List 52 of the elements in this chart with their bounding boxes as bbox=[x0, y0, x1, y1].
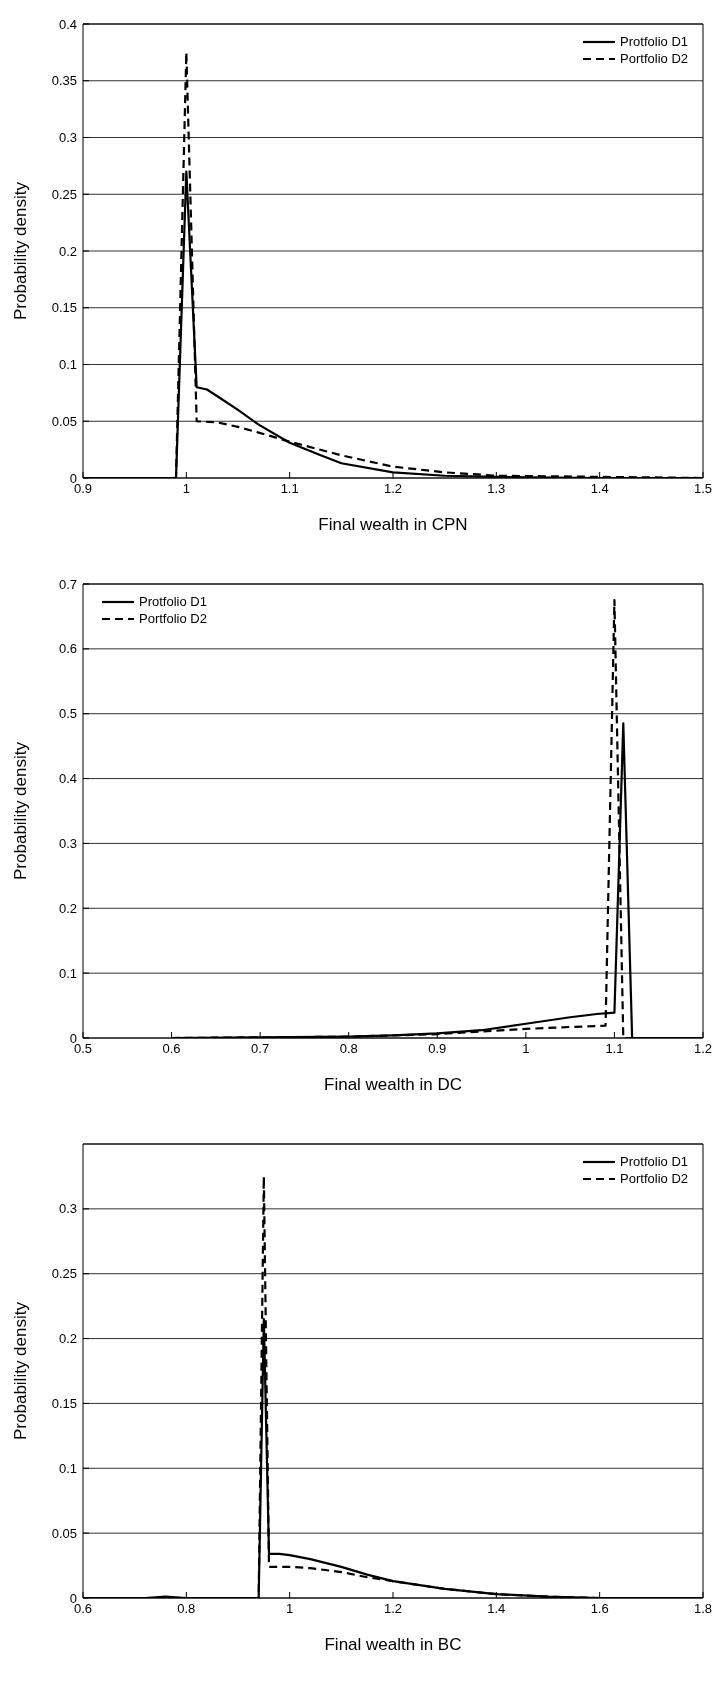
y-tick-label: 0.2 bbox=[58, 1331, 77, 1347]
y-tick-label: 0.05 bbox=[51, 1525, 77, 1541]
y-tick-label: 0.25 bbox=[51, 186, 77, 202]
x-tick-label: 1.8 bbox=[693, 1601, 713, 1617]
x-axis-title: Final wealth in CPN bbox=[318, 515, 468, 534]
x-tick-label: 0.7 bbox=[251, 1041, 270, 1057]
y-tick-label: 0.25 bbox=[51, 1266, 77, 1282]
x-tick-label: 1.1 bbox=[605, 1041, 624, 1057]
y-tick-label: 0.1 bbox=[58, 357, 77, 373]
y-tick-label: 0.2 bbox=[58, 900, 77, 916]
y-axis-title: Probability density bbox=[11, 1301, 31, 1440]
x-tick-label: 0.8 bbox=[339, 1041, 358, 1057]
x-tick-label: 1.2 bbox=[383, 481, 403, 497]
x-axis-title: Final wealth in DC bbox=[324, 1075, 462, 1094]
y-tick-label: 0.3 bbox=[58, 130, 77, 146]
x-tick-label: 1.1 bbox=[280, 481, 299, 497]
x-tick-label: 1 bbox=[286, 1601, 294, 1617]
y-tick-label: 0.2 bbox=[58, 243, 77, 259]
legend-label: Portfolio D2 bbox=[620, 50, 688, 67]
y-axis-title: Probability density bbox=[11, 181, 31, 320]
x-tick-label: 1.4 bbox=[487, 1601, 506, 1617]
legend-label: Protfolio D1 bbox=[139, 593, 207, 610]
y-tick-label: 0.1 bbox=[58, 1460, 77, 1476]
legend-label: Portfolio D2 bbox=[620, 1170, 688, 1187]
y-tick-label: 0.1 bbox=[58, 965, 77, 981]
y-tick-label: 0.3 bbox=[58, 1201, 77, 1217]
x-tick-label: 1.4 bbox=[590, 481, 609, 497]
x-tick-label: 0.9 bbox=[428, 1041, 447, 1057]
x-tick-label: 0.8 bbox=[177, 1601, 196, 1617]
y-tick-label: 0.4 bbox=[58, 771, 77, 787]
legend-label: Protfolio D1 bbox=[620, 33, 688, 50]
x-tick-label: 1.6 bbox=[590, 1601, 609, 1617]
x-tick-label: 1 bbox=[182, 481, 190, 497]
x-tick-label: 1.5 bbox=[693, 481, 713, 497]
y-tick-label: 0.3 bbox=[58, 836, 77, 852]
y-tick-label: 0.05 bbox=[51, 413, 77, 429]
y-tick-label: 0.4 bbox=[58, 16, 77, 32]
legend-label: Protfolio D1 bbox=[620, 1153, 688, 1170]
x-tick-label: 0.6 bbox=[162, 1041, 181, 1057]
y-tick-label: 0.15 bbox=[51, 300, 77, 316]
y-tick-label: 0.15 bbox=[51, 1396, 77, 1412]
y-tick-label: 0.35 bbox=[51, 73, 77, 89]
y-tick-label: 0.5 bbox=[58, 706, 77, 722]
x-tick-label: 1.2 bbox=[383, 1601, 403, 1617]
x-tick-label: 1 bbox=[522, 1041, 530, 1057]
x-tick-label: 1.2 bbox=[693, 1041, 713, 1057]
y-tick-label: 0.6 bbox=[58, 641, 77, 657]
x-axis-title: Final wealth in BC bbox=[324, 1635, 462, 1654]
legend-label: Portfolio D2 bbox=[139, 610, 207, 627]
x-tick-label: 1.3 bbox=[487, 481, 506, 497]
y-tick-label: 0.7 bbox=[58, 576, 77, 592]
y-axis-title: Probability density bbox=[11, 741, 31, 880]
